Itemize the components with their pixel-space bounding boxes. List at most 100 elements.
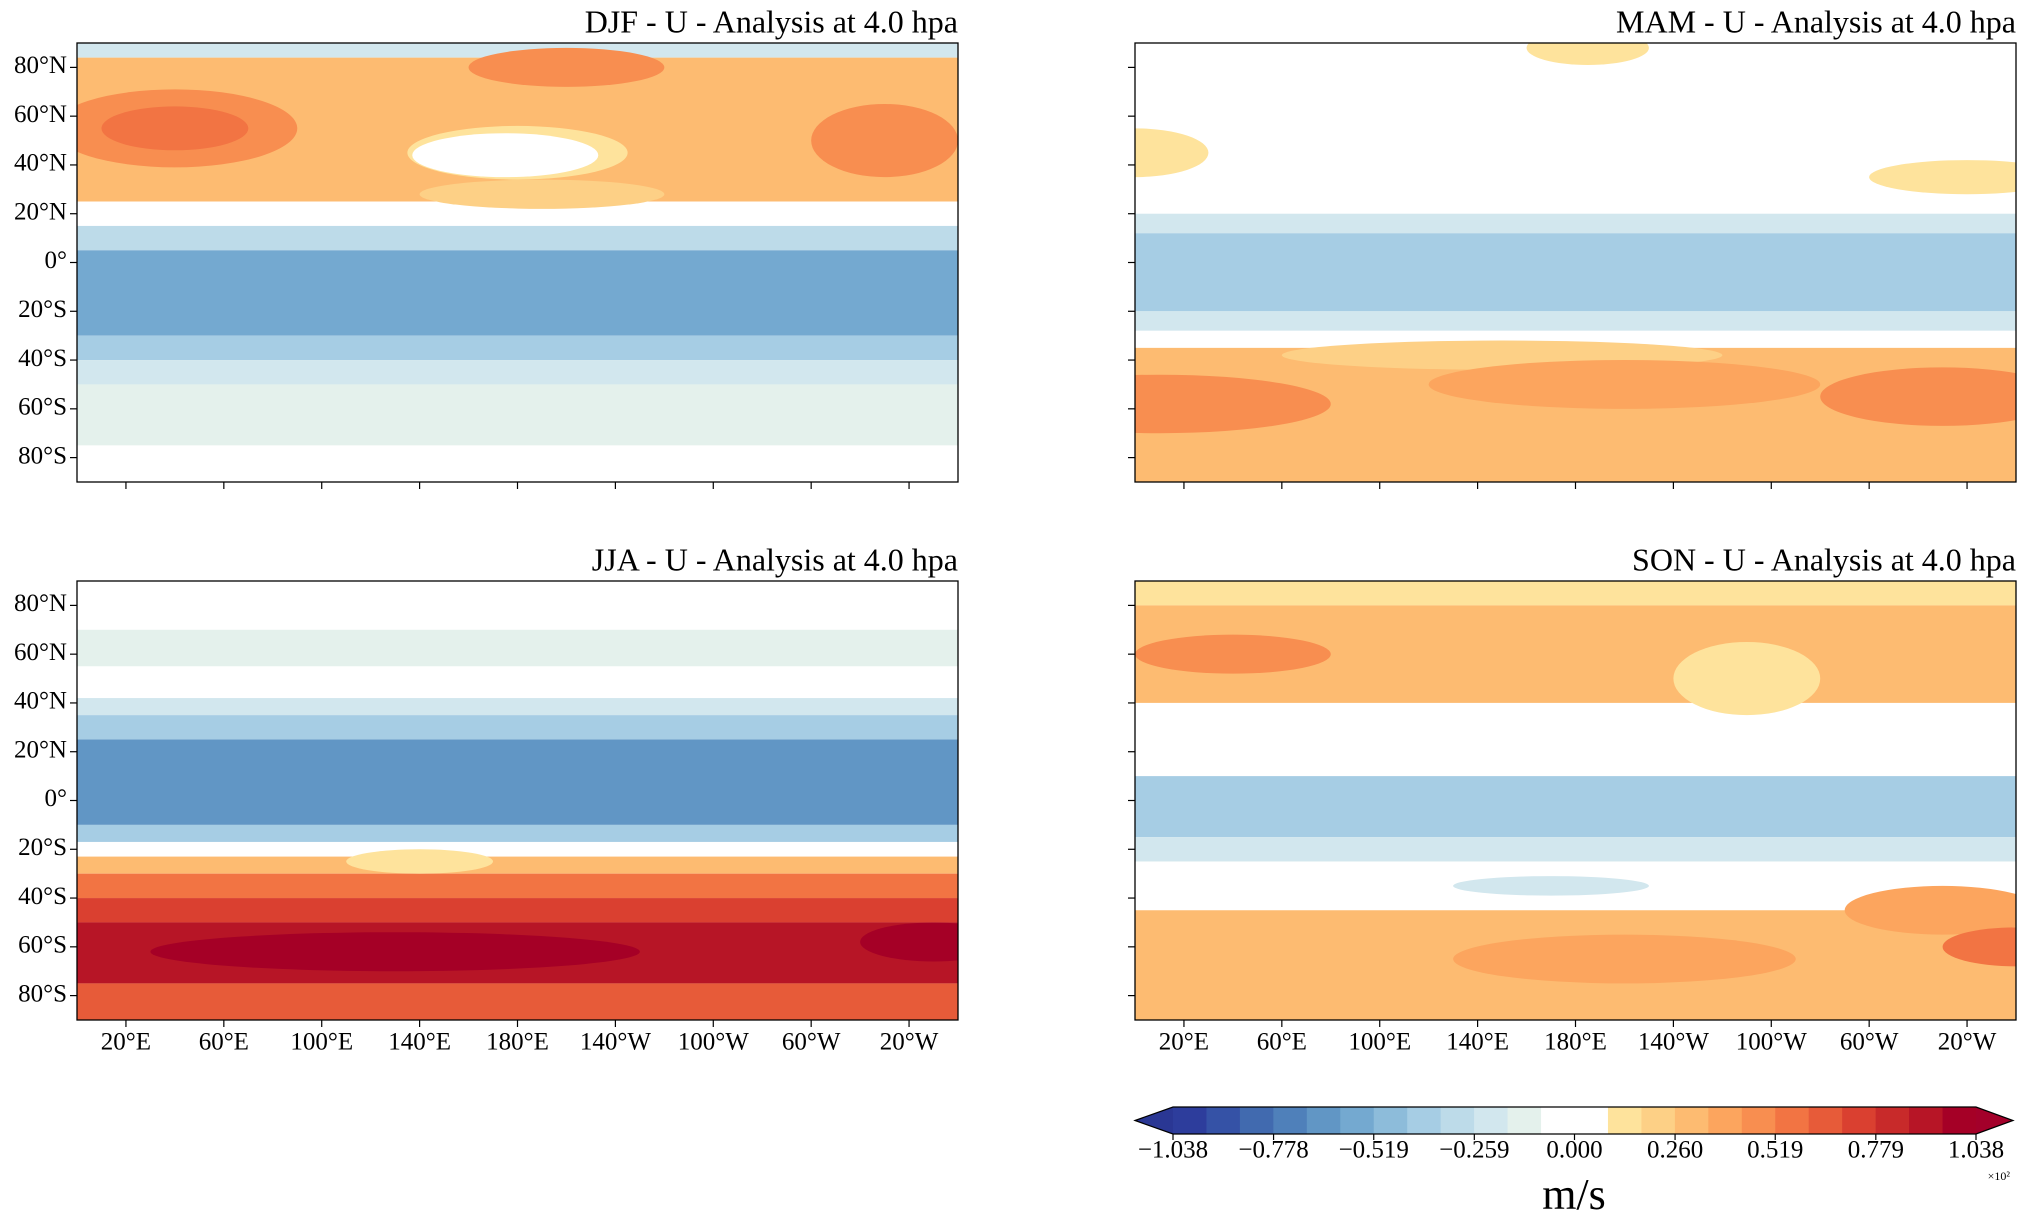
contour-band — [77, 225, 958, 251]
lon-tick-label: 20°W — [880, 1029, 939, 1056]
colorbar-tick-label: 0.779 — [1848, 1137, 1904, 1164]
colorbar-extend-low — [1135, 1107, 1173, 1134]
lon-tick-label: 20°W — [1938, 1029, 1997, 1056]
panel-title: SON - U - Analysis at 4.0 hpa — [1632, 541, 2016, 577]
map-panel — [77, 43, 958, 482]
contour-band — [77, 384, 958, 446]
colorbar-segment — [1775, 1107, 1810, 1134]
contour-blob — [811, 103, 958, 178]
contour-band — [77, 715, 958, 740]
colorbar-segment — [1206, 1107, 1241, 1134]
lat-tick-label: 40°S — [18, 345, 67, 372]
map-panel — [1135, 581, 2016, 1020]
contour-band — [77, 739, 958, 825]
contour-band — [1135, 233, 2016, 312]
lon-tick-label: 60°W — [782, 1029, 841, 1056]
colorbar-segment — [1340, 1107, 1375, 1134]
contour-band — [77, 873, 958, 899]
lat-tick-label: 80°S — [18, 980, 67, 1007]
colorbar-segment — [1741, 1107, 1776, 1134]
lat-tick-label: 0° — [45, 785, 68, 812]
lat-tick-label: 60°S — [18, 932, 67, 959]
contour-band — [77, 360, 958, 385]
contour-blob — [860, 922, 958, 962]
lat-tick-label: 20°S — [18, 834, 67, 861]
colorbar-tick-label: 0.260 — [1647, 1137, 1703, 1164]
lon-tick-label: 100°W — [1736, 1029, 1807, 1056]
colorbar-extend-high — [1976, 1107, 2013, 1134]
panel-title: DJF - U - Analysis at 4.0 hpa — [585, 3, 958, 39]
contour-blob — [1820, 367, 2016, 426]
lon-tick-label: 20°E — [1159, 1029, 1209, 1056]
colorbar-tick-label: 1.038 — [1948, 1137, 2004, 1164]
lon-tick-label: 180°E — [486, 1029, 549, 1056]
contour-band — [77, 983, 958, 1020]
lat-tick-label: 20°N — [14, 736, 67, 763]
contour-band — [1135, 776, 2016, 838]
colorbar-segment — [1808, 1107, 1843, 1134]
lat-tick-label: 80°N — [14, 590, 67, 617]
contour-band — [1135, 311, 2016, 331]
colorbar-segment — [1474, 1107, 1509, 1134]
contour-band — [77, 335, 958, 361]
colorbar-segment — [1173, 1107, 1207, 1134]
lat-tick-label: 60°S — [18, 394, 67, 421]
contour-blob — [1844, 885, 2016, 935]
lon-tick-label: 20°E — [101, 1029, 151, 1056]
contour-blob — [150, 932, 640, 972]
contour-blob — [1135, 374, 1331, 434]
contour-blob — [1942, 927, 2016, 967]
colorbar-segment — [1909, 1107, 1944, 1134]
colorbar-segment — [1407, 1107, 1442, 1134]
contour-blob — [1428, 705, 1723, 735]
colorbar-segment — [1239, 1107, 1274, 1134]
lon-tick-label: 60°E — [199, 1029, 249, 1056]
contour-band — [1135, 330, 2016, 348]
contour-blob — [346, 849, 494, 874]
lat-tick-label: 40°N — [14, 688, 67, 715]
colorbar-segment — [1306, 1107, 1341, 1134]
contour-band — [77, 824, 958, 842]
contour-blob — [1526, 43, 1649, 65]
colorbar-segment — [1641, 1107, 1676, 1134]
lat-tick-label: 20°S — [18, 296, 67, 323]
colorbar-tick-label: −0.519 — [1339, 1137, 1409, 1164]
lat-tick-label: 80°S — [18, 442, 67, 469]
colorbar-segment — [1942, 1107, 1977, 1134]
lon-tick-label: 140°W — [580, 1029, 651, 1056]
contour-band — [77, 666, 958, 699]
lon-tick-label: 140°E — [1446, 1029, 1509, 1056]
lat-tick-label: 40°N — [14, 150, 67, 177]
contour-band — [1135, 837, 2016, 862]
map-panel — [77, 581, 958, 1020]
colorbar-segment — [1875, 1107, 1910, 1134]
contour-blob — [468, 47, 665, 87]
contour-blob — [1453, 934, 1796, 984]
lon-tick-label: 100°W — [678, 1029, 749, 1056]
colorbar-tick-label: −0.778 — [1238, 1137, 1308, 1164]
contour-band — [77, 629, 958, 667]
contour-blob — [1673, 641, 1821, 716]
contour-blob — [1869, 160, 2016, 195]
colorbar-segment — [1607, 1107, 1642, 1134]
lat-tick-label: 20°N — [14, 198, 67, 225]
contour-band — [77, 581, 958, 630]
colorbar-segment — [1674, 1107, 1709, 1134]
colorbar-tick-label: −0.259 — [1439, 1137, 1509, 1164]
lat-tick-label: 80°N — [14, 52, 67, 79]
lon-tick-label: 60°W — [1840, 1029, 1899, 1056]
contour-band — [1135, 213, 2016, 234]
lat-tick-label: 0° — [45, 247, 68, 274]
colorbar-segment — [1708, 1107, 1743, 1134]
lat-tick-label: 60°N — [14, 101, 67, 128]
contour-band — [1135, 43, 2016, 214]
contour-blob — [1453, 876, 1649, 896]
colorbar-segment — [1273, 1107, 1308, 1134]
lon-tick-label: 140°E — [388, 1029, 451, 1056]
contour-blob — [1135, 634, 1331, 674]
contour-band — [1135, 581, 2016, 606]
map-panel — [1135, 43, 2016, 482]
contour-blob — [1135, 128, 1209, 178]
lon-tick-label: 100°E — [1348, 1029, 1411, 1056]
